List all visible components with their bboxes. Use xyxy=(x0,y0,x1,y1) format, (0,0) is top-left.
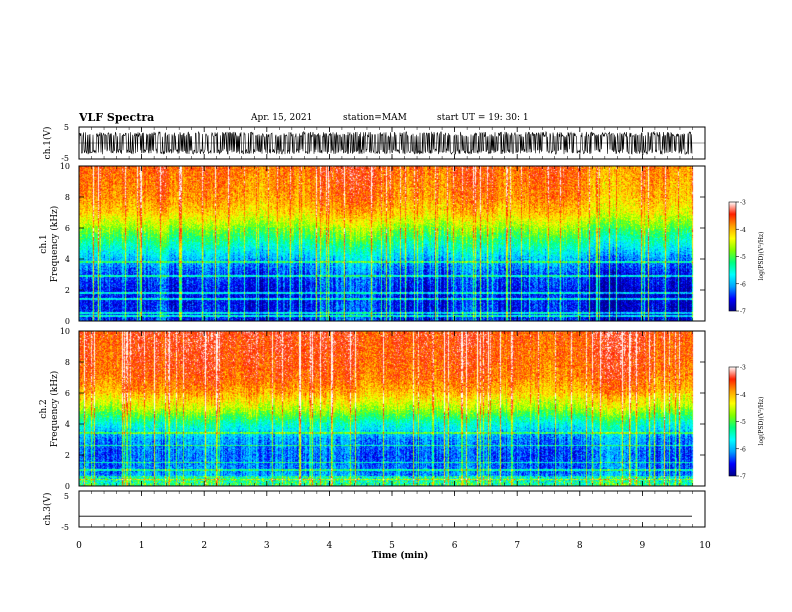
freq-tick-label: 6 xyxy=(65,389,70,398)
colorbar-tick-label: -3 xyxy=(740,365,746,372)
time-tick-label: 8 xyxy=(577,541,583,551)
figure-title: VLF Spectra xyxy=(79,111,155,124)
ch1-ytick-bottom: -5 xyxy=(61,154,69,163)
time-tick-label: 3 xyxy=(264,541,270,551)
ch1-spec-ylabel-freq: Frequency (kHz) xyxy=(49,206,60,283)
freq-tick-label: 2 xyxy=(65,286,70,295)
freq-tick-label: 6 xyxy=(65,224,70,233)
ch2-colorbar-gradient xyxy=(728,366,737,477)
colorbar-tick-label: -7 xyxy=(740,474,746,481)
ch1-spec-ylabel-channel: ch.1 xyxy=(39,234,49,253)
colorbar-tick-label: -5 xyxy=(740,254,746,261)
time-tick-label: 5 xyxy=(389,541,395,551)
header-start-time: start UT = 19: 30: 1 xyxy=(437,113,529,123)
freq-tick-label: 8 xyxy=(65,358,70,367)
time-tick-label: 0 xyxy=(76,541,82,551)
ch3-waveform-frame xyxy=(78,490,706,528)
ch2-spectrogram-image xyxy=(79,331,705,486)
colorbar-tick-label: -5 xyxy=(740,419,746,426)
ch1-ylabel: ch.1(V) xyxy=(42,127,53,160)
ch1-colorbar-gradient xyxy=(728,201,737,312)
colorbar-tick-label: -7 xyxy=(740,309,746,316)
ch2-spec-ylabel-channel: ch.2 xyxy=(39,399,49,418)
colorbar-tick-label: -6 xyxy=(740,281,746,288)
time-tick-label: 2 xyxy=(201,541,207,551)
ch1-ytick-top: 5 xyxy=(64,123,69,132)
ch1-colorbar-label: log(PSD)(V²/Hz) xyxy=(758,232,765,281)
freq-tick-label: 10 xyxy=(60,327,70,336)
time-tick-label: 4 xyxy=(327,541,333,551)
freq-tick-label: 2 xyxy=(65,451,70,460)
colorbar-tick-label: -3 xyxy=(740,200,746,207)
ch1-waveform-panel: ch.1(V) 5 -5 xyxy=(42,123,706,163)
time-tick-label: 10 xyxy=(699,541,711,551)
ch2-colorbar: -3 -4 -5 -6 -7 log(PSD)(V²/Hz) xyxy=(728,365,765,481)
ch3-ytick-bottom: -5 xyxy=(61,523,69,532)
freq-tick-label: 4 xyxy=(65,420,70,429)
freq-tick-label: 0 xyxy=(65,317,70,326)
freq-tick-label: 4 xyxy=(65,255,70,264)
ch1-spectrogram-panel: ch.1 Frequency (kHz) 0 2 4 6 8 10 xyxy=(39,162,706,326)
ch2-spectrogram-panel: ch.2 Frequency (kHz) 0 2 4 6 8 10 xyxy=(39,327,706,491)
time-tick-label: 7 xyxy=(514,541,520,551)
freq-tick-label: 10 xyxy=(60,162,70,171)
time-tick-label: 9 xyxy=(640,541,646,551)
time-tick-label: 1 xyxy=(139,541,145,551)
ch3-ytick-top: 5 xyxy=(64,492,69,501)
freq-tick-label: 0 xyxy=(65,482,70,491)
ch1-spectrogram-image xyxy=(79,166,705,321)
header-date: Apr. 15, 2021 xyxy=(251,113,313,123)
minor-ticks xyxy=(78,127,706,527)
ch2-colorbar-label: log(PSD)(V²/Hz) xyxy=(758,397,765,446)
colorbar-tick-label: -4 xyxy=(740,392,746,399)
colorbar-tick-label: -4 xyxy=(740,227,746,234)
colorbar-tick-label: -6 xyxy=(740,446,746,453)
ch1-colorbar: -3 -4 -5 -6 -7 log(PSD)(V²/Hz) xyxy=(728,200,765,316)
ch2-spec-ylabel-freq: Frequency (kHz) xyxy=(49,371,60,448)
time-axis-label: Time (min) xyxy=(372,550,429,561)
time-tick-label: 6 xyxy=(452,541,458,551)
freq-tick-label: 8 xyxy=(65,193,70,202)
ch3-ylabel: ch.3(V) xyxy=(42,493,53,526)
ch1-waveform-trace xyxy=(78,130,693,156)
header-station: station=MAM xyxy=(343,113,407,123)
